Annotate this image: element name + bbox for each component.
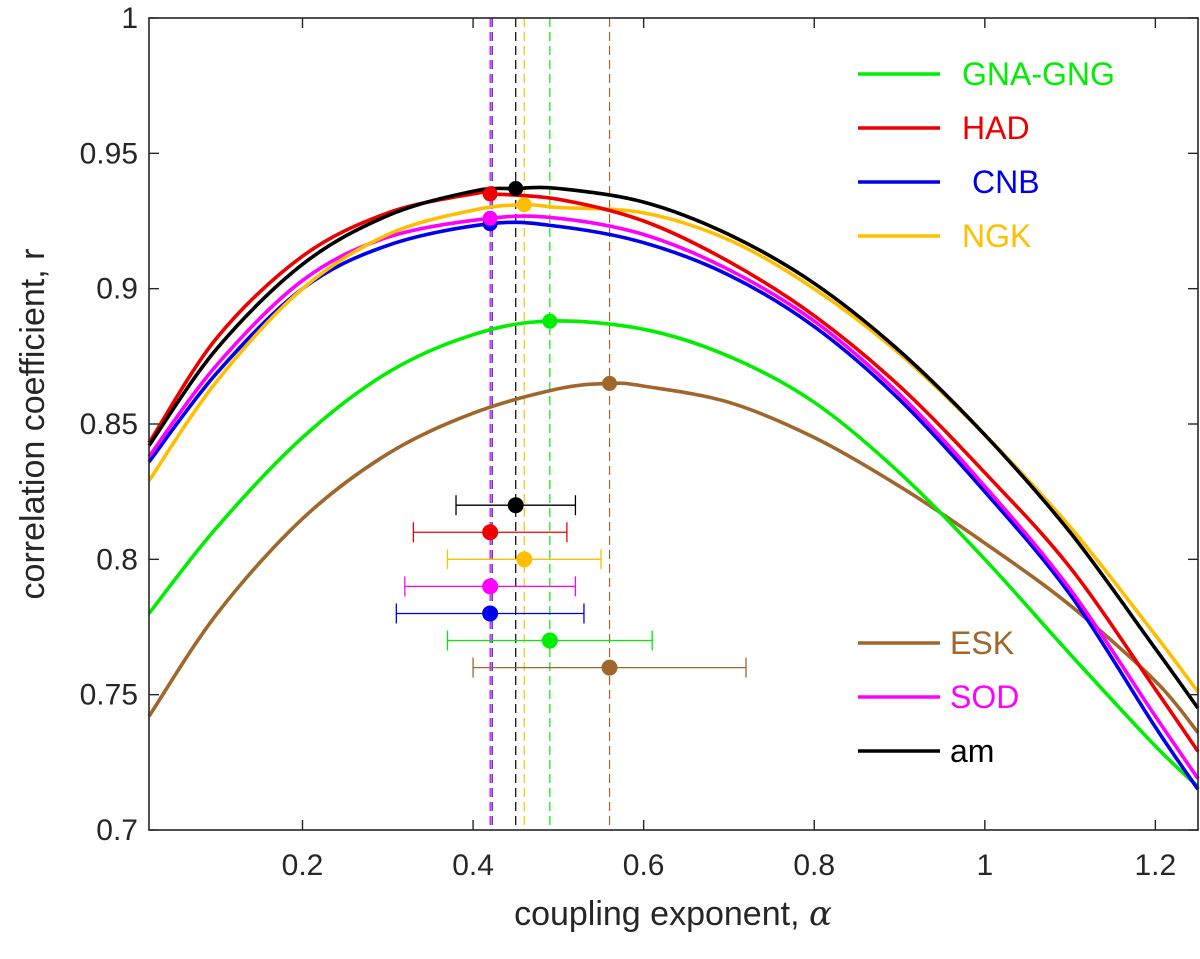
legend-label-ngk: NGK — [962, 218, 1031, 254]
y-tick-label: 0.95 — [80, 137, 138, 170]
legend-item-am: am — [858, 733, 994, 769]
peak-marker-had — [482, 186, 498, 202]
peak-reference-lines — [489, 18, 611, 830]
curve-had — [147, 190, 1200, 753]
legend: GNA-GNG HAD CNB NGK ESK SOD am — [858, 56, 1115, 769]
peak-marker-am — [508, 181, 524, 197]
plot-background — [149, 18, 1198, 830]
peak-marker-ngk — [516, 197, 532, 213]
curve-esk — [147, 381, 1200, 734]
legend-bottom-right: ESK SOD am — [858, 625, 1019, 769]
peak-markers — [482, 181, 618, 391]
x-tick-label: 0.6 — [623, 849, 665, 882]
legend-item-esk: ESK — [858, 625, 1014, 661]
y-tick-label: 0.85 — [80, 408, 138, 441]
legend-label-esk: ESK — [950, 625, 1014, 661]
legend-label-gna-gng: GNA-GNG — [962, 56, 1115, 92]
legend-item-ngk: NGK — [858, 218, 1031, 254]
y-tick-label: 0.8 — [96, 543, 138, 576]
x-tick-label: 1 — [976, 849, 993, 882]
peak-marker-esk — [602, 375, 618, 391]
x-axis-title: coupling exponent, α — [514, 894, 832, 934]
legend-top-right: GNA-GNG HAD CNB NGK — [858, 56, 1115, 254]
errorbar-had — [412, 522, 568, 543]
errorbar-cnb — [395, 603, 585, 624]
legend-item-had: HAD — [858, 110, 1030, 146]
legend-label-cnb: CNB — [972, 164, 1040, 200]
errorbar-center-had — [482, 524, 499, 541]
y-tick-label: 0.75 — [80, 679, 138, 712]
errorbar-center-am — [507, 497, 524, 514]
y-axis-title: correlation coefficient, r — [14, 249, 52, 600]
curve-ngk — [147, 202, 1200, 694]
errorbar-center-gna-gng — [541, 632, 558, 649]
x-tick-label: 0.4 — [452, 849, 494, 882]
legend-item-sod: SOD — [858, 679, 1019, 715]
legend-label-am: am — [950, 733, 994, 769]
x-axis-title-symbol: α — [809, 894, 832, 934]
y-tick-label: 0.9 — [96, 273, 138, 306]
x-tick-label: 1.2 — [1134, 849, 1176, 882]
errorbar-gna-gng — [446, 630, 653, 651]
errorbar-center-ngk — [516, 551, 533, 568]
peak-marker-sod — [482, 210, 498, 226]
errorbar-center-sod — [482, 578, 499, 595]
errorbar-ngk — [446, 549, 602, 570]
legend-label-sod: SOD — [950, 679, 1019, 715]
x-tick-label: 0.2 — [282, 849, 324, 882]
errorbar-center-cnb — [482, 605, 499, 622]
axes: 0.2 0.4 0.6 0.8 1 1.2 0.7 0.75 0.8 0.85 0.9 0.95 1 — [80, 2, 1199, 882]
error-bars — [395, 495, 747, 678]
errorbar-center-esk — [601, 659, 618, 676]
curve-am — [147, 185, 1200, 710]
y-tick-label: 1 — [121, 2, 138, 35]
legend-item-cnb: CNB — [858, 164, 1040, 200]
legend-item-gna-gng: GNA-GNG — [858, 56, 1115, 92]
curve-gna-gng — [147, 319, 1200, 789]
y-tick-label: 0.7 — [96, 814, 138, 847]
errorbar-sod — [404, 576, 577, 597]
x-tick-label: 0.8 — [793, 849, 835, 882]
legend-label-had: HAD — [962, 110, 1030, 146]
series-curves — [147, 185, 1200, 791]
errorbar-am — [455, 495, 577, 516]
x-axis-title-text: coupling exponent, — [514, 895, 809, 933]
errorbar-esk — [472, 657, 747, 678]
peak-marker-gna-gng — [542, 313, 558, 329]
curve-sod — [147, 214, 1200, 780]
